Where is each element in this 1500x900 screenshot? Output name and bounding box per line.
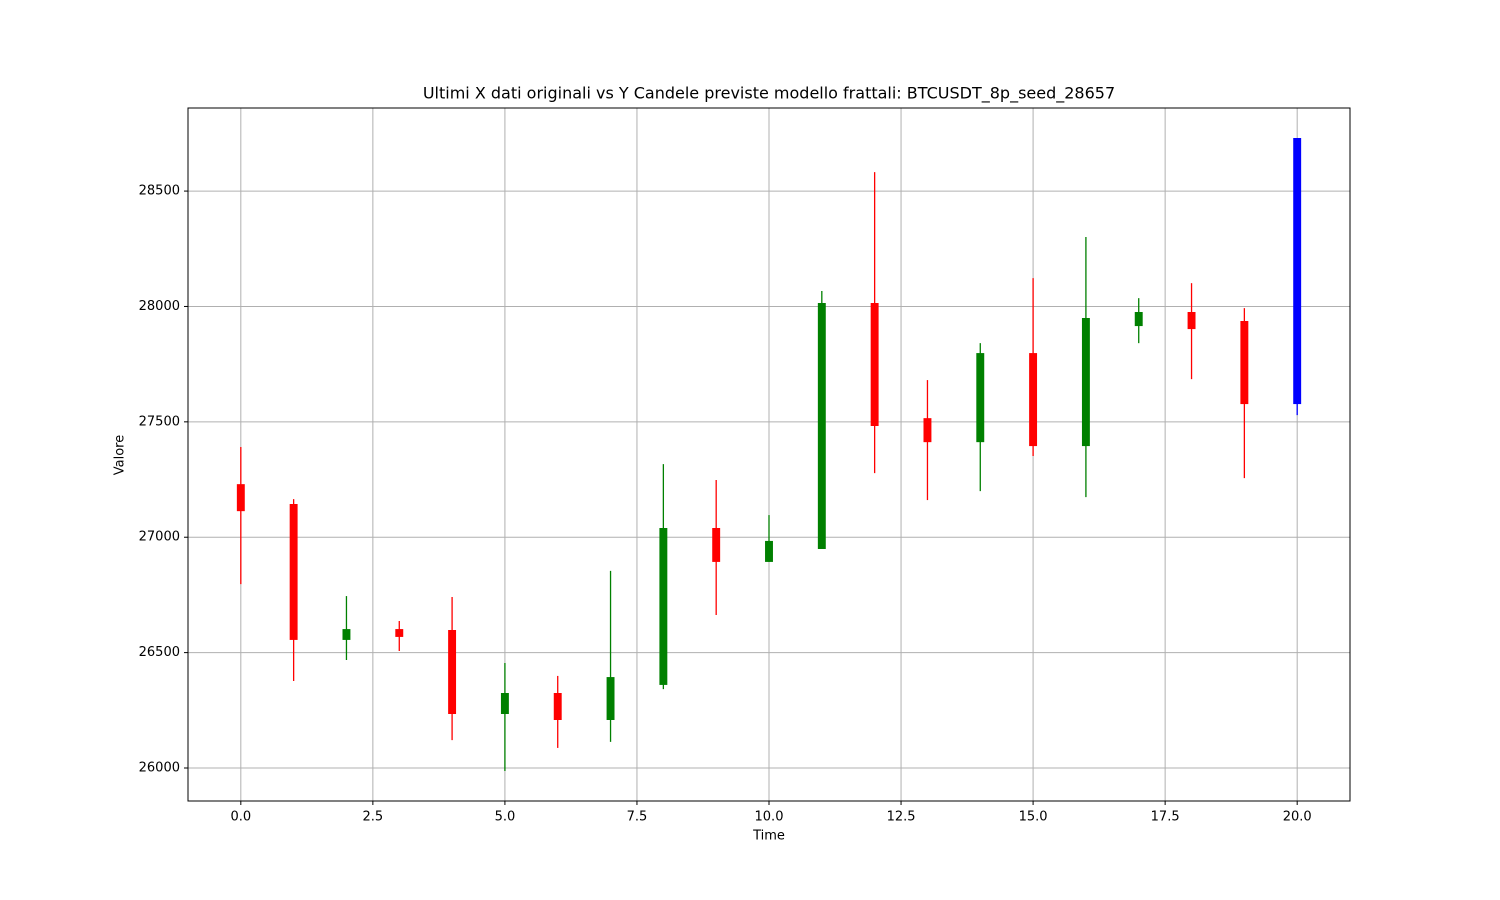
- candle-body: [870, 303, 879, 426]
- candle-body: [1081, 318, 1090, 447]
- y-tick-label: 26000: [139, 761, 180, 776]
- x-tick-label: 20.0: [1283, 810, 1312, 825]
- y-tick-label: 27500: [139, 414, 180, 429]
- candle-body: [1187, 312, 1196, 330]
- candle-body: [765, 540, 773, 562]
- y-tick-label: 26500: [139, 645, 180, 660]
- candle-body: [923, 418, 932, 443]
- y-tick-label: 27000: [139, 530, 180, 545]
- candle-body: [236, 484, 245, 512]
- candle-body: [1134, 312, 1143, 327]
- candle-body: [395, 629, 404, 637]
- x-tick-label: 5.0: [495, 810, 516, 825]
- x-tick-label: 15.0: [1019, 810, 1048, 825]
- candle-body: [712, 528, 721, 562]
- candle-body: [817, 303, 826, 549]
- x-tick-label: 2.5: [363, 810, 384, 825]
- chart-title: Ultimi X dati originali vs Y Candele pre…: [423, 84, 1115, 104]
- candle-body: [500, 693, 509, 714]
- candle-body: [659, 528, 668, 685]
- candle-body: [342, 629, 351, 640]
- candle-body: [1240, 321, 1249, 405]
- plot-frame: [187, 107, 1351, 802]
- candle-body: [448, 630, 457, 714]
- candle-body: [553, 693, 562, 720]
- x-tick-label: 7.5: [627, 810, 648, 825]
- y-tick-label: 28500: [139, 184, 180, 199]
- x-tick-label: 12.5: [887, 810, 916, 825]
- y-tick-label: 28000: [139, 299, 180, 314]
- candle-body: [289, 504, 298, 640]
- x-axis-label: Time: [752, 829, 785, 844]
- x-tick-label: 0.0: [230, 810, 251, 825]
- y-axis-label: Valore: [113, 435, 128, 475]
- candle-body: [606, 677, 615, 720]
- x-tick-label: 10.0: [755, 810, 784, 825]
- candle-body: [1293, 138, 1302, 405]
- candle-body: [1029, 353, 1038, 447]
- candle-body: [976, 353, 985, 443]
- x-tick-label: 17.5: [1151, 810, 1180, 825]
